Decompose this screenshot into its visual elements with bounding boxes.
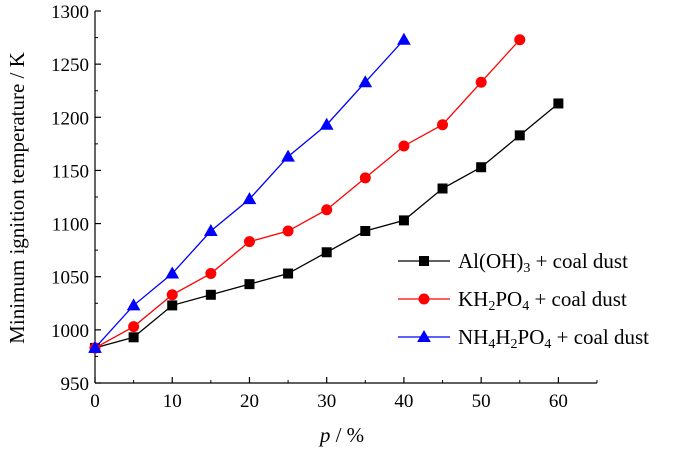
series-3	[88, 32, 411, 353]
data-point	[437, 119, 449, 131]
data-point	[398, 215, 409, 226]
x-tick-label: 10	[163, 391, 182, 412]
y-tick-label: 950	[61, 374, 90, 395]
series-line	[94, 39, 521, 349]
data-point	[281, 149, 295, 162]
data-point	[359, 172, 371, 184]
data-point	[242, 192, 257, 205]
y-tick-label: 1050	[51, 268, 89, 289]
data-point	[243, 236, 255, 248]
data-point	[476, 162, 487, 173]
legend-label: NH4H2PO4 + coal dust	[458, 325, 649, 352]
data-point	[514, 34, 526, 46]
x-tick-label: 30	[317, 391, 336, 412]
data-point	[553, 98, 564, 109]
data-point	[398, 140, 410, 152]
y-tick-label: 1200	[51, 108, 89, 129]
data-point	[128, 332, 139, 343]
y-tick-label: 1250	[51, 55, 89, 76]
data-point	[128, 321, 140, 333]
data-point	[205, 289, 216, 300]
legend-marker	[417, 329, 431, 342]
data-point	[283, 268, 294, 279]
data-point	[126, 298, 141, 311]
series-2	[89, 34, 526, 354]
legend: Al(OH)3 + coal dust KH2PO4 + coal dust NH4…	[398, 249, 649, 352]
data-point	[282, 225, 294, 237]
series-layer	[88, 32, 564, 354]
x-tick-label: 20	[240, 391, 259, 412]
data-point	[203, 224, 218, 237]
x-tick-label: 40	[394, 391, 413, 412]
x-tick-label: 50	[472, 391, 491, 412]
data-point	[205, 268, 217, 280]
data-point	[321, 247, 332, 258]
legend-marker	[419, 256, 429, 266]
data-point	[321, 204, 333, 216]
data-point	[437, 183, 448, 194]
data-point	[166, 289, 178, 301]
series-1	[90, 98, 564, 353]
legend-marker	[418, 293, 430, 305]
y-tick-label: 1150	[52, 161, 89, 182]
y-tick-label: 1100	[52, 215, 89, 236]
data-point	[397, 32, 411, 45]
legend-item-1: Al(OH)3 + coal dust	[398, 249, 628, 276]
legend-label: Al(OH)3 + coal dust	[458, 249, 628, 276]
y-axis-title: Minimum ignition temperature / K	[5, 52, 29, 344]
data-point	[360, 226, 371, 237]
axes: 0 10 20 30 40 50 60 950 1000 1050 1100 1150 1200 1250…	[51, 2, 598, 412]
data-point	[514, 130, 525, 141]
data-point	[475, 76, 487, 88]
data-point	[319, 117, 334, 130]
data-point	[358, 75, 373, 88]
legend-item-3: NH4H2PO4 + coal dust	[398, 325, 649, 352]
x-tick-label: 60	[549, 391, 568, 412]
data-point	[88, 340, 102, 353]
data-point	[167, 300, 178, 311]
legend-label: KH2PO4 + coal dust	[458, 287, 627, 314]
legend-item-2: KH2PO4 + coal dust	[398, 287, 627, 314]
y-tick-label: 1300	[51, 2, 89, 23]
x-axis-title: p / %	[318, 423, 364, 447]
data-point	[165, 266, 180, 279]
y-tick-label: 1000	[51, 321, 89, 342]
x-tick-label: 0	[90, 391, 100, 412]
data-point	[244, 279, 255, 290]
